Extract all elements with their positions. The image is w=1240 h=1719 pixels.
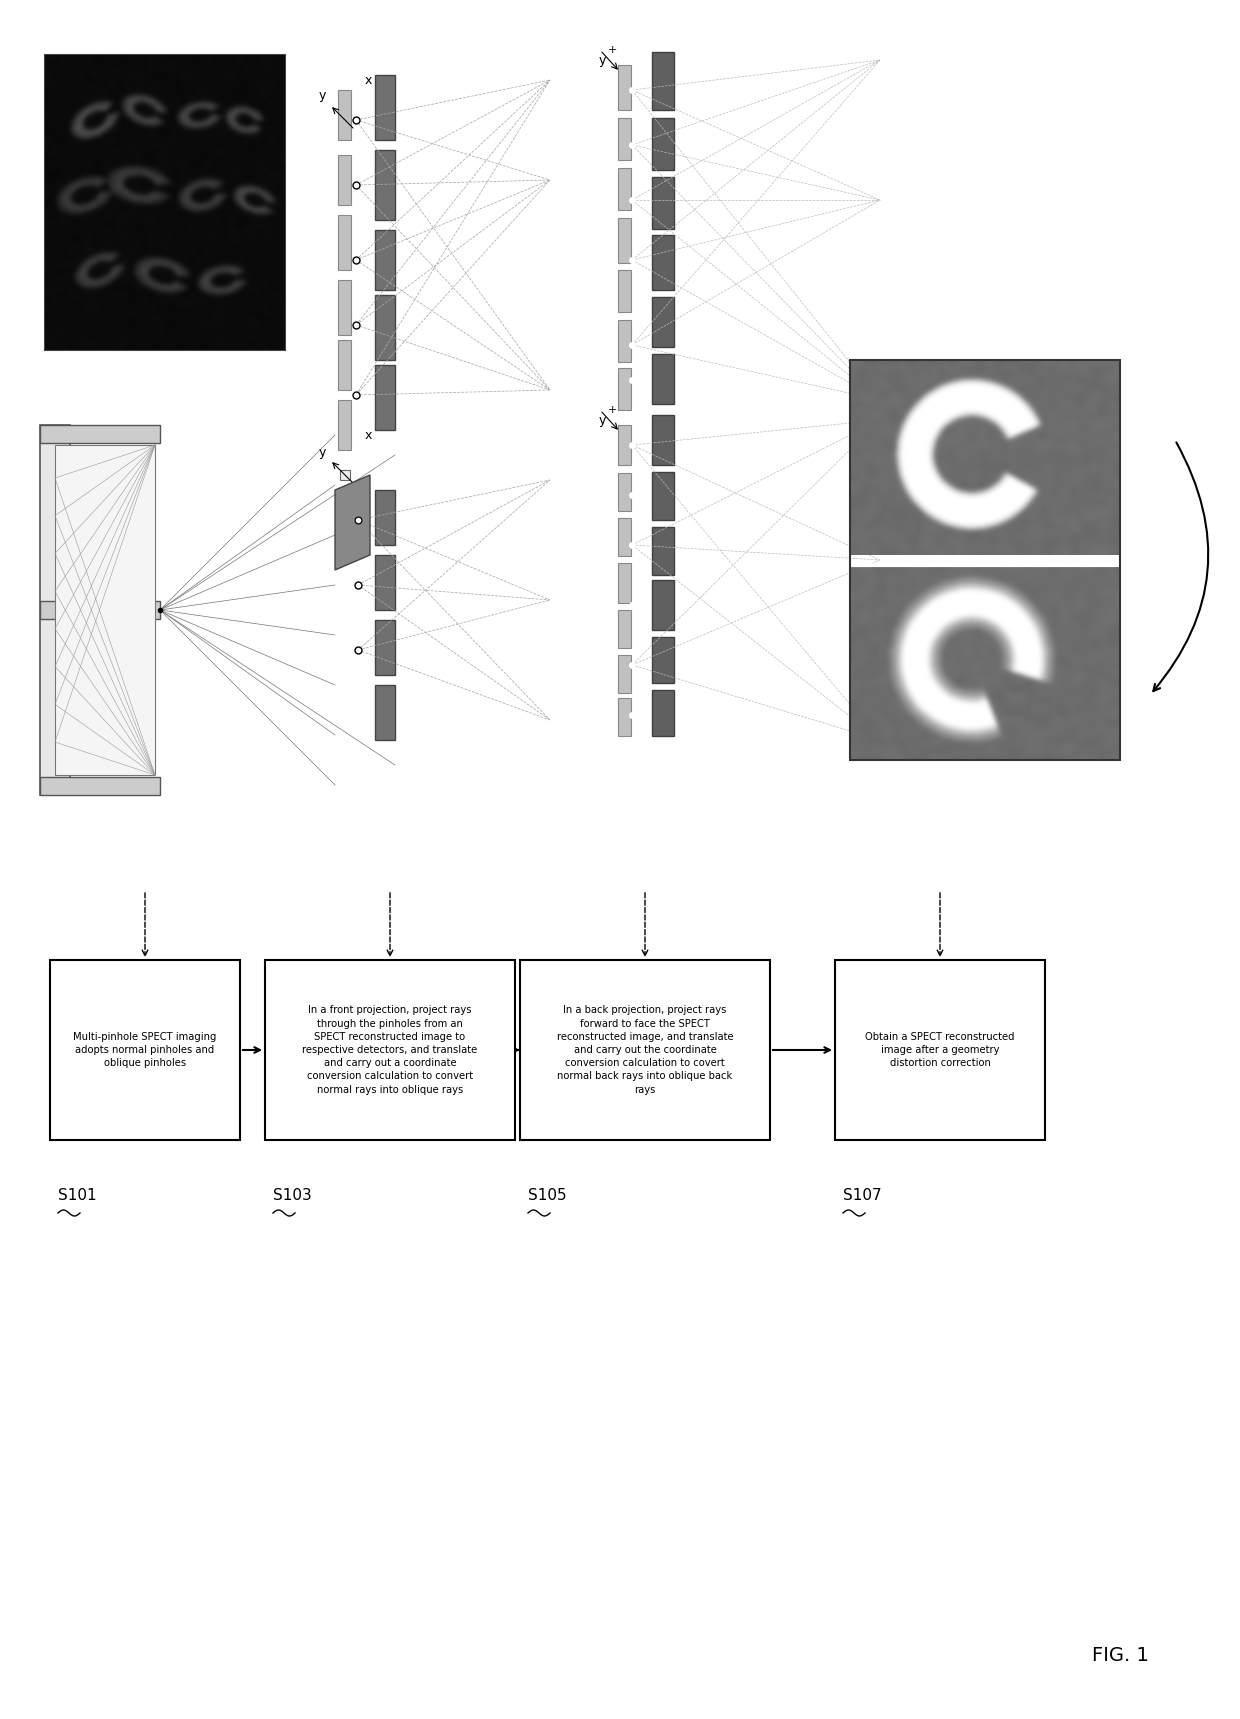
- Bar: [618, 320, 631, 363]
- Bar: [835, 959, 1045, 1140]
- Bar: [849, 359, 1120, 760]
- Text: S105: S105: [528, 1188, 567, 1203]
- Text: S101: S101: [58, 1188, 97, 1203]
- Text: +: +: [608, 45, 616, 55]
- Bar: [374, 364, 396, 430]
- Bar: [618, 655, 631, 693]
- Bar: [652, 473, 675, 521]
- Text: x: x: [365, 74, 372, 86]
- Bar: [50, 959, 241, 1140]
- Bar: [45, 55, 285, 351]
- Text: y: y: [599, 414, 605, 426]
- Bar: [40, 425, 160, 444]
- Bar: [339, 89, 351, 139]
- Text: S103: S103: [273, 1188, 311, 1203]
- Bar: [374, 490, 396, 545]
- Bar: [618, 270, 631, 313]
- Bar: [652, 177, 675, 229]
- Bar: [652, 528, 675, 574]
- Text: y: y: [319, 88, 326, 101]
- Text: In a front projection, project rays
through the pinholes from an
SPECT reconstru: In a front projection, project rays thro…: [303, 1006, 477, 1095]
- Bar: [618, 425, 631, 466]
- Text: y: y: [599, 53, 605, 67]
- Bar: [374, 621, 396, 676]
- Bar: [618, 564, 631, 603]
- Bar: [520, 959, 770, 1140]
- Bar: [618, 119, 631, 160]
- Bar: [652, 638, 675, 682]
- Text: +: +: [608, 406, 616, 414]
- Bar: [374, 296, 396, 359]
- Bar: [40, 425, 69, 794]
- Bar: [339, 155, 351, 205]
- Bar: [652, 236, 675, 291]
- Bar: [265, 959, 515, 1140]
- Bar: [652, 52, 675, 110]
- Bar: [652, 689, 675, 736]
- Bar: [618, 168, 631, 210]
- Bar: [618, 368, 631, 411]
- Bar: [339, 401, 351, 450]
- Bar: [340, 469, 350, 480]
- Text: x: x: [365, 428, 372, 442]
- Bar: [652, 297, 675, 347]
- Bar: [55, 445, 155, 775]
- Bar: [374, 684, 396, 739]
- Bar: [652, 414, 675, 466]
- Bar: [652, 579, 675, 629]
- Text: In a back projection, project rays
forward to face the SPECT
reconstructed image: In a back projection, project rays forwa…: [557, 1006, 733, 1095]
- Bar: [374, 555, 396, 610]
- Bar: [40, 777, 160, 794]
- Text: Obtain a SPECT reconstructed
image after a geometry
distortion correction: Obtain a SPECT reconstructed image after…: [866, 1031, 1014, 1067]
- Bar: [618, 218, 631, 263]
- Text: FIG. 1: FIG. 1: [1091, 1645, 1148, 1664]
- Text: Multi-pinhole SPECT imaging
adopts normal pinholes and
oblique pinholes: Multi-pinhole SPECT imaging adopts norma…: [73, 1031, 217, 1067]
- Text: S107: S107: [843, 1188, 882, 1203]
- Bar: [339, 280, 351, 335]
- Bar: [618, 517, 631, 555]
- Bar: [618, 610, 631, 648]
- Bar: [618, 65, 631, 110]
- FancyArrowPatch shape: [1153, 442, 1208, 691]
- Text: y: y: [319, 445, 326, 459]
- Bar: [339, 215, 351, 270]
- Polygon shape: [335, 474, 370, 571]
- Bar: [339, 340, 351, 390]
- Bar: [652, 119, 675, 170]
- Bar: [374, 150, 396, 220]
- Bar: [618, 698, 631, 736]
- Bar: [374, 230, 396, 291]
- Bar: [374, 76, 396, 139]
- Bar: [652, 354, 675, 404]
- Bar: [40, 602, 160, 619]
- Bar: [618, 473, 631, 511]
